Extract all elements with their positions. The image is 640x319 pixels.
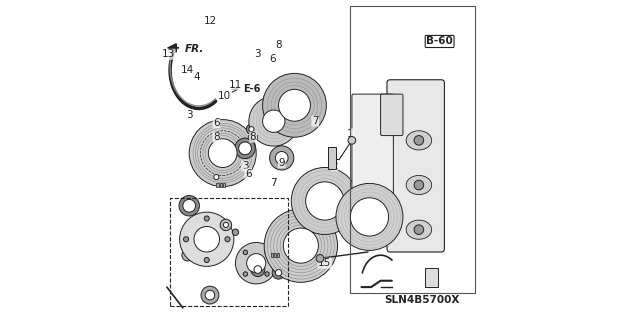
Text: 8: 8 [250,132,257,142]
Circle shape [209,139,237,167]
Circle shape [182,249,193,261]
Circle shape [249,127,254,132]
Text: FR.: FR. [184,44,204,54]
Bar [274,253,276,257]
Circle shape [184,237,189,242]
Circle shape [246,124,257,134]
Circle shape [265,250,269,255]
Circle shape [220,219,232,231]
Text: E-6: E-6 [243,84,260,94]
Circle shape [272,266,285,279]
Circle shape [183,199,196,212]
Circle shape [414,225,424,234]
Circle shape [265,272,269,276]
Circle shape [291,167,358,234]
Circle shape [236,242,277,284]
Text: 4: 4 [194,71,200,82]
Bar [216,183,219,187]
Circle shape [262,110,285,132]
Circle shape [264,209,337,282]
Circle shape [316,255,324,262]
Circle shape [254,266,262,273]
Bar [252,135,254,139]
Circle shape [225,237,230,242]
Circle shape [223,222,228,227]
Circle shape [291,236,310,255]
Circle shape [275,152,288,164]
Ellipse shape [406,220,431,239]
Circle shape [243,250,248,255]
Text: 8: 8 [213,132,220,142]
Circle shape [269,146,294,170]
FancyBboxPatch shape [352,94,394,231]
Text: 7: 7 [271,178,277,189]
Circle shape [189,120,256,187]
Circle shape [275,270,282,276]
Text: 11: 11 [229,79,242,90]
Text: 1: 1 [347,129,354,139]
Circle shape [278,89,310,121]
FancyBboxPatch shape [381,94,403,136]
Ellipse shape [406,131,431,150]
Bar [255,135,257,139]
Bar [350,6,475,293]
Text: 9: 9 [278,158,285,168]
Bar [248,135,251,139]
Text: 3: 3 [255,49,261,59]
Circle shape [235,138,255,159]
Text: 2: 2 [331,161,338,171]
Circle shape [249,96,299,146]
Text: 5: 5 [387,122,394,133]
Circle shape [201,286,219,304]
Text: 15: 15 [318,258,332,268]
Circle shape [316,191,334,211]
Bar [328,147,336,169]
Circle shape [336,183,403,250]
Circle shape [262,73,326,137]
FancyBboxPatch shape [387,80,444,252]
Text: 12: 12 [204,16,216,26]
Bar [220,183,222,187]
Ellipse shape [406,175,431,195]
Text: 6: 6 [245,169,252,179]
Circle shape [306,182,344,220]
Circle shape [204,257,209,263]
Circle shape [251,263,265,277]
Circle shape [243,272,248,276]
Text: SLN4B5700X: SLN4B5700X [385,295,460,305]
Text: 14: 14 [181,65,195,75]
Text: 7: 7 [312,116,319,126]
Circle shape [214,174,219,180]
Circle shape [180,212,234,266]
Circle shape [350,198,388,236]
Text: 3: 3 [242,161,248,171]
Circle shape [246,254,266,273]
Circle shape [284,228,319,263]
Text: 8: 8 [275,40,282,50]
Circle shape [232,229,239,235]
Text: 6: 6 [213,118,220,128]
Circle shape [414,136,424,145]
Circle shape [179,196,200,216]
Text: 6: 6 [269,54,275,64]
Bar [271,253,273,257]
Circle shape [414,180,424,190]
Circle shape [205,290,215,300]
Bar [223,183,225,187]
Bar [425,268,438,287]
Bar [277,253,280,257]
Text: 3: 3 [186,110,193,120]
Circle shape [204,216,209,221]
Text: 13: 13 [162,49,175,59]
Circle shape [211,172,221,182]
Bar [170,198,288,306]
Circle shape [239,142,252,155]
Text: 10: 10 [218,91,231,101]
Circle shape [194,226,220,252]
Text: B-60: B-60 [426,36,453,47]
Circle shape [348,137,356,144]
